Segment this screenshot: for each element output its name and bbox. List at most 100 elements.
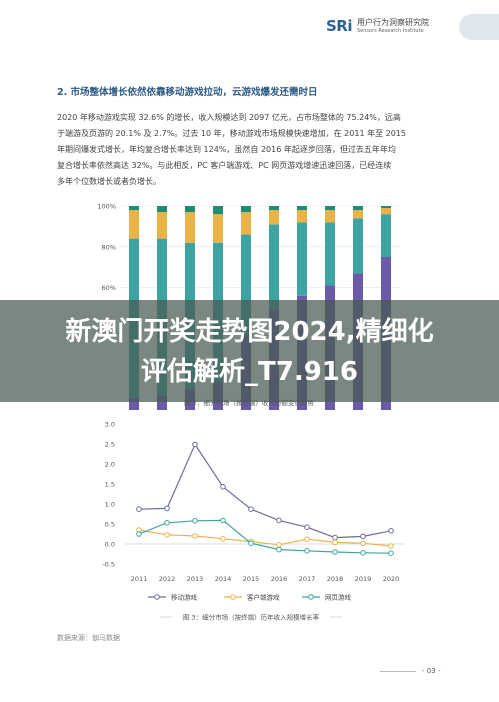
data-point — [332, 549, 338, 555]
bar-segment — [212, 206, 224, 215]
bar-segment — [296, 222, 308, 296]
data-point — [304, 548, 310, 554]
bar-segment — [240, 234, 252, 335]
bar-segment — [324, 210, 336, 223]
data-point — [136, 506, 142, 513]
data-point — [360, 540, 366, 547]
x-tick-label: 2019 — [355, 575, 372, 583]
x-tick-label: 2014 — [215, 575, 232, 583]
page-number-rule — [380, 671, 416, 672]
data-point — [164, 532, 170, 538]
legend-label: 网页游戏 — [325, 593, 352, 602]
chart-caption: 图 3：细分市场（按终端）历年收入规模增长率 — [183, 613, 320, 622]
section-title: 2. 市场整体增长依然依靠移动游戏拉动，云游戏爆发还需时日 — [57, 87, 318, 98]
bar-segment — [380, 206, 392, 209]
data-point — [388, 550, 394, 557]
y-tick-label: 60% — [102, 284, 116, 292]
data-point — [248, 540, 254, 547]
corner-tab-decoration — [459, 14, 499, 40]
bar-segment — [212, 214, 224, 243]
data-point — [220, 517, 226, 524]
data-point — [220, 536, 226, 542]
legend-marker — [308, 594, 314, 600]
paragraph-line: 2020 年移动游戏实现 32.6% 的增长，收入规模达到 2097 亿元，占市… — [57, 113, 401, 122]
x-tick-label: 2012 — [159, 575, 176, 583]
bar-segment — [380, 208, 392, 215]
series-line — [138, 443, 392, 539]
bar-segment — [240, 206, 252, 213]
paragraph-line: 年期间爆发式增长，年均复合增长率达到 124%，虽然自 2016 年起逐步回落，… — [57, 145, 396, 154]
x-tick-label: 2016 — [271, 575, 288, 583]
page-number: - 03 - — [422, 667, 441, 675]
bar-segment — [380, 214, 392, 257]
data-point — [360, 550, 366, 556]
data-point — [388, 528, 394, 534]
data-point — [304, 536, 310, 543]
y-tick-label: 80% — [102, 243, 116, 251]
bar-segment — [128, 210, 140, 239]
data-point — [388, 543, 394, 549]
bar-segment — [352, 218, 364, 274]
y-tick-label: 0.5 — [105, 521, 115, 529]
bar-segment — [184, 212, 196, 243]
data-point — [192, 441, 198, 448]
bar-segment — [128, 397, 140, 410]
bar-segment — [296, 210, 308, 223]
y-tick-label: 1.0 — [105, 501, 115, 509]
y-tick-label: 0.0 — [105, 541, 115, 549]
data-point — [276, 517, 282, 524]
bar-segment — [240, 212, 252, 235]
data-point — [192, 533, 198, 539]
bar-segment — [352, 210, 364, 219]
bar-segment — [324, 206, 336, 211]
logo-en-text: Sensors Research Institute — [357, 28, 424, 34]
legend-marker — [230, 594, 236, 600]
data-point — [276, 546, 282, 553]
data-source: 数据来源：伽马数据 — [57, 634, 120, 642]
logo: SRi 用户行为洞察研究院 Sensors Research Institute — [326, 16, 436, 38]
paragraph-line: 多年个位数增长或者负增长。 — [57, 177, 161, 186]
series-line — [138, 529, 392, 547]
data-point — [136, 531, 142, 537]
bar-segment — [128, 206, 140, 211]
x-tick-label: 2013 — [187, 575, 204, 583]
y-tick-label: 2.0 — [105, 461, 115, 469]
data-point — [304, 524, 310, 531]
paragraph-line: 于端游及页游的 20.1% 及 2.7%。过去 10 年，移动游戏市场规模快速增… — [57, 129, 406, 138]
data-point — [220, 484, 226, 490]
series-line — [138, 519, 392, 554]
x-tick-label: 2017 — [299, 575, 316, 583]
banner-title-line-2: 评估解析_T7.916 — [141, 357, 358, 387]
bar-segment — [268, 224, 280, 311]
x-tick-label: 2015 — [243, 575, 260, 583]
data-point — [360, 533, 366, 540]
banner-title-line-1: 新澳门开奖走势图2024,精细化 — [65, 317, 434, 347]
x-tick-label: 2018 — [327, 575, 344, 583]
y-tick-label: 1.5 — [105, 481, 115, 489]
bar-segment — [352, 206, 364, 211]
logo-cn-text: 用户行为洞察研究院 — [357, 18, 429, 27]
y-tick-label: 100% — [97, 203, 116, 211]
legend-label: 移动游戏 — [171, 593, 198, 602]
bar-segment — [156, 395, 168, 410]
chart-caption: 图 2：细分市场（按终端）收入份额变化趋势 — [184, 398, 314, 407]
y-tick-label: 3.0 — [105, 421, 115, 429]
bar-segment — [156, 206, 168, 213]
bar-segment — [268, 210, 280, 225]
bar-segment — [296, 206, 308, 211]
logo-mark: SRi — [326, 17, 353, 35]
legend-marker — [154, 594, 160, 600]
x-tick-label: 2011 — [131, 575, 148, 583]
section-paragraph: 2020 年移动游戏实现 32.6% 的增长，收入规模达到 2097 亿元，占市… — [57, 110, 445, 190]
bar-segment — [184, 206, 196, 213]
y-tick-label: -0.5 — [102, 561, 115, 569]
overlay-banner — [0, 300, 499, 402]
data-point — [164, 505, 170, 512]
data-point — [276, 542, 282, 548]
paragraph-line: 复合增长率依然高达 32%。与此相反，PC 客户端游戏、PC 网页游戏增速迅速回… — [57, 161, 392, 170]
data-point — [332, 534, 338, 541]
data-point — [192, 518, 198, 524]
x-tick-label: 2020 — [383, 575, 400, 583]
data-point — [248, 506, 254, 513]
legend-label: 客户端游戏 — [247, 593, 280, 602]
